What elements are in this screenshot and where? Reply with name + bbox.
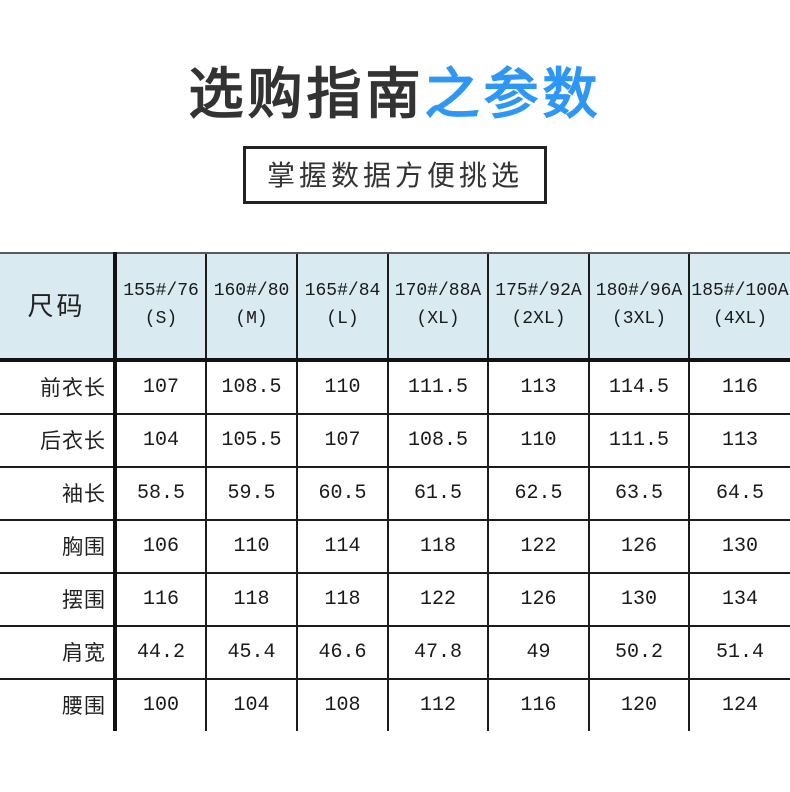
table-cell: 44.2 (114, 625, 206, 680)
table-row: 后衣长 104 105.5 107 108.5 110 111.5 113 (0, 413, 790, 468)
table-cell: 105.5 (205, 413, 297, 468)
table-cell: 106 (114, 519, 206, 574)
table-cell: 118 (205, 572, 297, 627)
size-column-header: 180#/96A (3XL) (588, 251, 689, 362)
row-label: 胸围 (0, 519, 117, 574)
row-label: 后衣长 (0, 413, 117, 468)
subtitle-text: 掌握数据方便挑选 (266, 159, 523, 191)
row-label: 袖长 (0, 466, 117, 521)
table-cell: 108.5 (205, 359, 297, 415)
page-title-accent: 之参数 (424, 63, 602, 125)
table-cell: 111.5 (588, 413, 689, 468)
page-title-main: 选购指南 (188, 63, 425, 125)
table-row: 前衣长 107 108.5 110 111.5 113 114.5 116 (0, 359, 790, 415)
table-row: 袖长 58.5 59.5 60.5 61.5 62.5 63.5 64.5 (0, 466, 790, 521)
row-label: 前衣长 (0, 359, 117, 415)
size-column-header: 170#/88A (XL) (387, 251, 488, 362)
row-label: 摆围 (0, 572, 117, 627)
table-cell: 124 (688, 678, 790, 731)
table-cell: 45.4 (205, 625, 297, 680)
subtitle-box: 掌握数据方便挑选 (242, 145, 547, 204)
table-cell: 122 (487, 519, 589, 574)
table-cell: 112 (387, 678, 488, 731)
table-row: 摆围 116 118 118 122 126 130 134 (0, 572, 790, 627)
table-cell: 107 (114, 359, 206, 415)
table-cell: 130 (688, 519, 790, 574)
table-cell: 114.5 (588, 359, 689, 415)
table-cell: 100 (114, 678, 206, 731)
table-row: 腰围 100 104 108 112 116 120 124 (0, 678, 790, 731)
table-cell: 130 (588, 572, 689, 627)
table-cell: 49 (487, 625, 589, 680)
table-cell: 134 (688, 572, 790, 627)
table-cell: 111.5 (387, 359, 488, 415)
size-table: 尺码 155#/76 (S) 160#/80 (M) 165#/84 (L) 1… (0, 251, 790, 731)
table-row: 胸围 106 110 114 118 122 126 130 (0, 519, 790, 574)
table-cell: 116 (487, 678, 589, 731)
table-cell: 60.5 (296, 466, 388, 521)
table-cell: 118 (387, 519, 488, 574)
table-cell: 113 (688, 413, 790, 468)
table-cell: 46.6 (296, 625, 388, 680)
table-cell: 47.8 (387, 625, 488, 680)
table-cell: 61.5 (387, 466, 488, 521)
size-column-header: 175#/92A (2XL) (487, 251, 589, 362)
table-cell: 116 (114, 572, 206, 627)
table-cell: 114 (296, 519, 388, 574)
table-row: 肩宽 44.2 45.4 46.6 47.8 49 50.2 51.4 (0, 625, 790, 680)
row-label: 肩宽 (0, 625, 117, 680)
table-cell: 108.5 (387, 413, 488, 468)
table-cell: 51.4 (688, 625, 790, 680)
table-cell: 110 (296, 359, 388, 415)
size-column-header: 185#/100A (4XL) (688, 251, 790, 362)
table-cell: 116 (688, 359, 790, 415)
table-cell: 120 (588, 678, 689, 731)
table-cell: 118 (296, 572, 388, 627)
table-cell: 110 (205, 519, 297, 574)
table-cell: 107 (296, 413, 388, 468)
table-cell: 122 (387, 572, 488, 627)
table-cell: 113 (487, 359, 589, 415)
size-column-header: 155#/76 (S) (114, 251, 206, 362)
size-label-header: 尺码 (0, 251, 117, 362)
table-cell: 104 (114, 413, 206, 468)
size-column-header: 160#/80 (M) (205, 251, 297, 362)
table-cell: 59.5 (205, 466, 297, 521)
table-cell: 104 (205, 678, 297, 731)
size-column-header: 165#/84 (L) (296, 251, 388, 362)
table-cell: 108 (296, 678, 388, 731)
subtitle-row: 掌握数据方便挑选 (0, 145, 790, 204)
table-cell: 64.5 (688, 466, 790, 521)
table-header-row: 尺码 155#/76 (S) 160#/80 (M) 165#/84 (L) 1… (0, 251, 790, 362)
table-cell: 62.5 (487, 466, 589, 521)
table-cell: 50.2 (588, 625, 689, 680)
table-cell: 63.5 (588, 466, 689, 521)
page-title: 选购指南之参数 (0, 0, 790, 127)
table-cell: 126 (588, 519, 689, 574)
row-label: 腰围 (0, 678, 117, 731)
table-cell: 126 (487, 572, 589, 627)
table-cell: 110 (487, 413, 589, 468)
table-cell: 58.5 (114, 466, 206, 521)
